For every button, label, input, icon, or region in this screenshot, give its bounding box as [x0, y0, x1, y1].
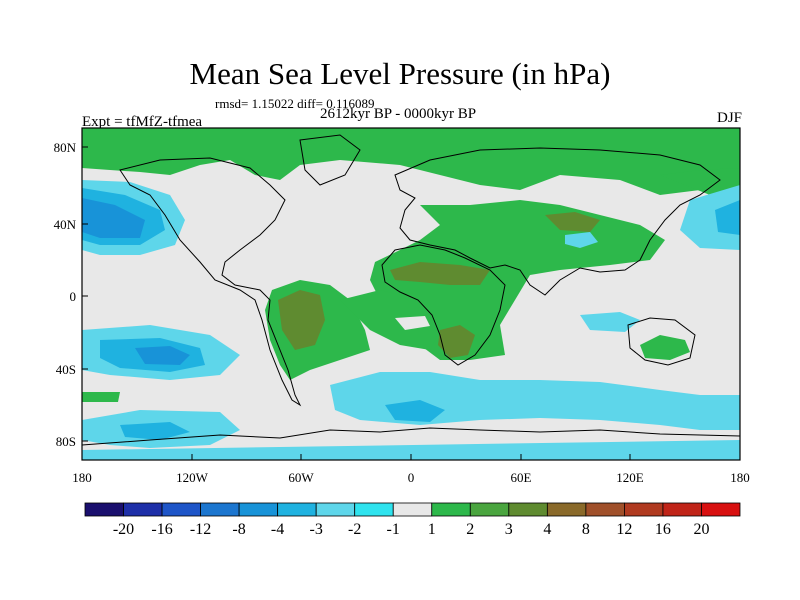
colorbar-label: -1 — [386, 521, 400, 538]
negative-strong-north-pacific — [82, 198, 145, 238]
period-label: 2612kyr BP - 0000kyr BP — [320, 106, 477, 122]
colorbar-box — [624, 502, 664, 517]
colorbar-label: 4 — [543, 521, 552, 538]
coast-australia — [627, 317, 696, 366]
coast-greenland — [299, 134, 361, 186]
y-tick-label-80s: 80S — [55, 434, 76, 449]
colorbar-box — [701, 502, 741, 517]
coast-antarctica — [82, 427, 740, 446]
neutral-patch-indian-ocean — [395, 316, 430, 330]
y-tick-label-0: 0 — [69, 289, 77, 304]
positive-region-nw-pacific — [660, 168, 740, 195]
colorbar-box — [200, 502, 240, 517]
negative-region-nw-pacific-east — [680, 185, 740, 250]
negative-mid-southern-ocean — [385, 400, 445, 422]
colorbar-label: -20 — [112, 521, 135, 538]
colorbar-box — [508, 502, 548, 517]
colorbar-label: -2 — [348, 521, 362, 538]
strong-positive-north-africa — [390, 262, 490, 285]
x-tick-label-120w: 120W — [176, 470, 208, 485]
stats-line: rmsd= 1.15022 diff= 0.116089 — [215, 96, 375, 111]
tick-marks — [81, 146, 741, 460]
x-tick-label-120e: 120E — [616, 470, 644, 485]
colorbar-label: 2 — [466, 521, 475, 538]
x-tick-label-60w: 60W — [288, 470, 314, 485]
field-layer — [82, 128, 740, 460]
negative-strong-south-pacific — [135, 346, 190, 365]
colorbar-label: -4 — [270, 521, 285, 538]
colorbar-box — [431, 502, 471, 517]
colorbar-label: 1 — [427, 521, 436, 538]
colorbar-box — [392, 502, 433, 517]
colorbar-label: 12 — [616, 521, 633, 538]
y-tick-label-80n: 80N — [53, 140, 76, 155]
colorbar-label: 16 — [654, 521, 671, 538]
x-tick-label-0: 0 — [407, 470, 415, 485]
colorbar-box — [123, 502, 163, 517]
chart-title: Mean Sea Level Pressure (in hPa) — [189, 56, 611, 91]
colorbar-label: 20 — [693, 521, 710, 538]
coast-north-america — [119, 157, 302, 407]
positive-region-arctic — [82, 128, 740, 195]
colorbar-box — [315, 502, 356, 517]
season-label: DJF — [716, 110, 742, 126]
positive-region-australia — [640, 335, 690, 360]
experiment-label: Expt = tfMfZ-tfmea — [82, 114, 203, 130]
colorbar-box — [585, 502, 625, 517]
colorbar-box — [238, 502, 279, 517]
colorbar-box — [662, 502, 702, 517]
negative-region-atlantic-south — [82, 440, 740, 460]
x-tick-label-180w: 180 — [72, 470, 92, 485]
coast-eurasia — [394, 147, 721, 296]
colorbar-label: 8 — [581, 521, 590, 538]
colorbar-label: -3 — [309, 521, 323, 538]
colorbar-label: -16 — [151, 521, 173, 538]
colorbar-box — [161, 502, 201, 517]
negative-mid-nw-pacific-east — [715, 200, 740, 235]
colorbar-box — [469, 502, 510, 517]
negative-mid-antarctic-west — [120, 422, 190, 440]
colorbar-box — [546, 502, 587, 517]
positive-region-south-atlantic — [82, 392, 120, 402]
colorbar-box — [84, 502, 124, 517]
colorbar-label: -8 — [232, 521, 246, 538]
coast-africa — [381, 244, 506, 366]
strong-positive-central-asia — [545, 212, 600, 232]
x-tick-label-60e: 60E — [510, 470, 532, 485]
negative-region-indian-ocean — [580, 312, 640, 332]
y-tick-label-40n: 40N — [53, 217, 76, 232]
colorbar-label: 3 — [504, 521, 513, 538]
coastlines — [82, 134, 740, 446]
colorbar-box — [277, 502, 317, 517]
x-tick-label-180e: 180 — [730, 470, 750, 485]
positive-region-atlantic — [340, 290, 440, 350]
colorbar-box — [354, 502, 394, 517]
colorbar-label: -12 — [189, 521, 212, 538]
colorbar — [84, 502, 741, 517]
negative-region-tibet — [565, 232, 598, 248]
strong-positive-southern-africa — [438, 325, 475, 358]
strong-positive-amazon — [278, 290, 325, 350]
y-tick-label-40s: 40S — [55, 362, 76, 377]
